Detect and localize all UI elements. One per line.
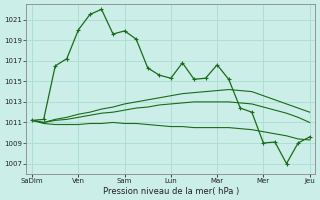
X-axis label: Pression niveau de la mer( hPa ): Pression niveau de la mer( hPa ) xyxy=(103,187,239,196)
